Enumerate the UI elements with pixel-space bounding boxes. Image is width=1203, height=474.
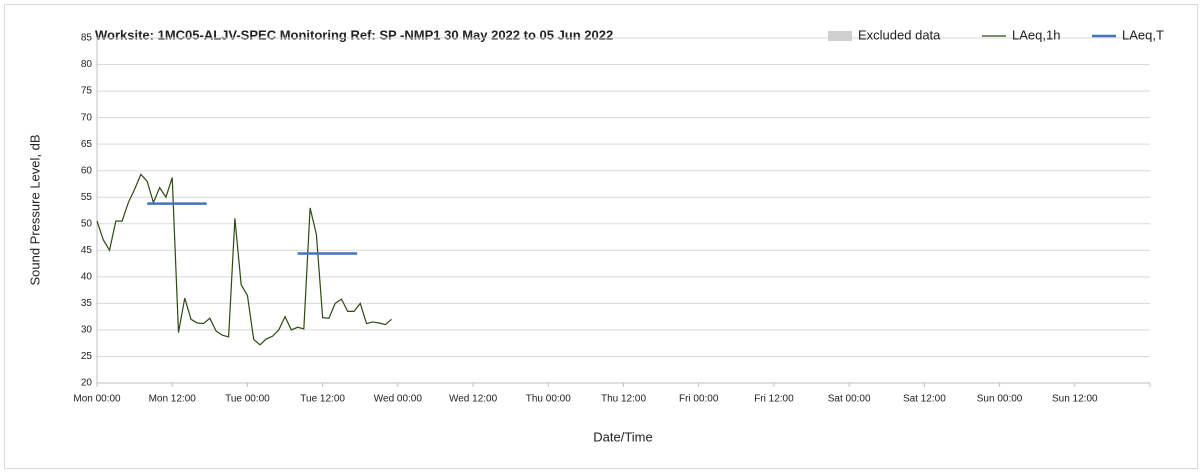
data-line	[96, 173, 392, 346]
y-tick-label: 35	[81, 298, 93, 309]
y-tick-label: 55	[81, 192, 93, 203]
y-tick-label: 70	[81, 112, 93, 123]
x-tick-label: Sat 00:00	[828, 394, 871, 405]
legend-label: LAeq,T	[1122, 27, 1164, 42]
y-tick-label: 45	[81, 245, 93, 256]
y-axis-label: Sound Pressure Level, dB	[27, 134, 42, 285]
chart-border	[4, 4, 1198, 469]
x-tick-label: Wed 12:00	[449, 394, 498, 405]
y-tick-label: 60	[81, 165, 93, 176]
y-tick-label: 40	[81, 271, 93, 282]
y-tick-label: 50	[81, 218, 93, 229]
y-tick-label: 20	[81, 378, 93, 389]
y-tick-label: 30	[81, 325, 93, 336]
x-tick-label: Fri 00:00	[679, 394, 719, 405]
x-tick-label: Sun 12:00	[1052, 394, 1098, 405]
x-tick-label: Tue 12:00	[300, 394, 345, 405]
x-tick-label: Tue 00:00	[225, 394, 270, 405]
y-tick-label: 75	[81, 86, 93, 97]
legend-swatch	[828, 31, 852, 41]
x-tick-label: Wed 00:00	[374, 394, 423, 405]
x-tick-label: Thu 12:00	[601, 394, 646, 405]
x-tick-label: Mon 12:00	[149, 394, 197, 405]
x-tick-label: Mon 00:00	[73, 394, 121, 405]
y-tick-label: 80	[81, 59, 93, 70]
x-tick-label: Thu 00:00	[526, 394, 571, 405]
x-tick-label: Sat 12:00	[903, 394, 946, 405]
x-axis-label: Date/Time	[593, 429, 652, 444]
y-tick-label: 85	[81, 33, 93, 44]
y-tick-label: 65	[81, 139, 93, 150]
chart-title: Worksite: 1MC05-ALJV-SPEC Monitoring Ref…	[95, 27, 613, 42]
legend-label: LAeq,1h	[1012, 27, 1060, 42]
x-tick-label: Fri 12:00	[754, 394, 794, 405]
y-tick-label: 25	[81, 351, 93, 362]
legend-label: Excluded data	[858, 27, 941, 42]
x-tick-label: Sun 00:00	[977, 394, 1023, 405]
